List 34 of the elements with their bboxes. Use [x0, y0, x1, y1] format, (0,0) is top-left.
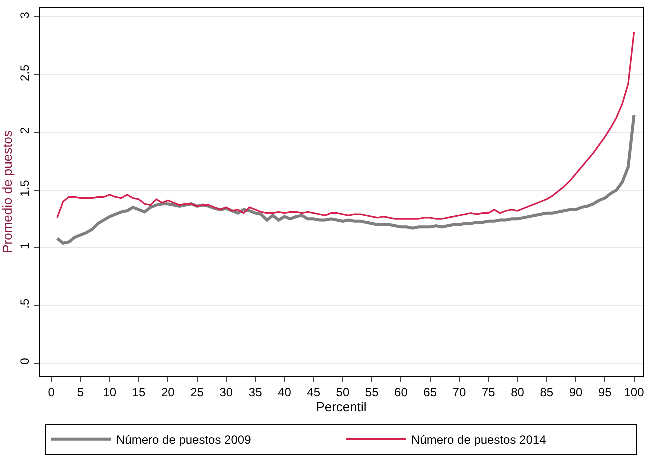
y-tick-label: 1: [18, 242, 32, 250]
y-tick-label: 0: [18, 358, 32, 365]
x-tick-label: 95: [598, 385, 612, 400]
x-tick-label: 40: [278, 385, 292, 400]
x-tick-label: 85: [540, 385, 554, 400]
x-axis-title: Percentil: [316, 399, 367, 414]
y-tick-label: 3: [18, 12, 32, 19]
x-tick-label: 70: [452, 385, 466, 400]
x-tick-label: 90: [569, 385, 583, 400]
x-tick-label: 45: [307, 385, 321, 400]
x-tick-label: 60: [394, 385, 408, 400]
x-tick-label: 75: [482, 385, 496, 400]
x-tick-label: 20: [161, 385, 176, 400]
x-tick-label: 15: [132, 385, 146, 400]
y-axis-title: Promedio de puestos: [0, 130, 15, 254]
x-tick-label: 100: [624, 385, 645, 400]
x-tick-label: 0: [48, 385, 56, 400]
line-series: [56, 114, 636, 245]
x-tick-label: 35: [248, 385, 263, 400]
x-tick-label: 10: [103, 385, 117, 400]
legend-label: Número de puestos 2014: [412, 433, 547, 448]
x-tick-label: 80: [511, 385, 525, 400]
y-tick-label: .5: [18, 298, 32, 309]
x-tick-label: 5: [77, 385, 84, 400]
x-tick-label: 55: [365, 385, 380, 400]
legend-label: Número de puestos 2009: [116, 433, 252, 448]
line-series: [56, 31, 636, 220]
x-tick-label: 30: [220, 385, 234, 400]
y-tick-label: 2.5: [18, 64, 32, 82]
x-tick-label: 25: [190, 385, 204, 400]
x-tick-label: 65: [424, 385, 438, 400]
y-tick-label: 1.5: [18, 180, 32, 197]
x-tick-label: 50: [336, 385, 350, 400]
y-tick-label: 2: [18, 127, 32, 134]
